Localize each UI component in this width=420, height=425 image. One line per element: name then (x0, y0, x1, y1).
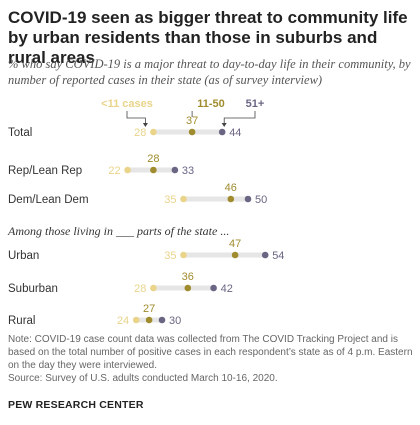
legend-label-high: 51+ (246, 98, 265, 110)
dot-low (150, 128, 157, 136)
value-label-low: 28 (134, 127, 146, 139)
value-label-high: 50 (255, 194, 267, 206)
dot-mid (231, 251, 239, 259)
dot-high (218, 128, 226, 136)
legend-connector-high (223, 111, 256, 125)
row-label: Suburban (8, 283, 58, 295)
value-label-high: 42 (221, 283, 233, 295)
row-label: Rural (8, 315, 35, 327)
chart-subtitle: % who say COVID-19 is a major threat to … (8, 57, 411, 87)
org-name: PEW RESEARCH CENTER (8, 399, 144, 411)
row-label: Dem/Lean Dem (8, 194, 89, 206)
value-label-high: 30 (169, 315, 181, 327)
value-label-high: 33 (182, 165, 194, 177)
chart-note: Note: COVID-19 case count data was colle… (8, 333, 416, 385)
dot-high (244, 195, 252, 203)
value-label-mid: 46 (225, 182, 237, 194)
dot-high (210, 284, 217, 292)
value-label-low: 24 (117, 315, 129, 327)
dot-high (261, 251, 269, 259)
value-label-mid: 28 (147, 153, 159, 165)
dot-mid (184, 284, 192, 292)
source-text: Source: Survey of U.S. adults conducted … (8, 373, 278, 384)
legend-arrow-high (221, 123, 227, 127)
row-label: Urban (8, 250, 39, 262)
dot-mid (150, 166, 157, 174)
chart-row: Urban 35 47 54 (8, 238, 284, 262)
dot-high (158, 316, 166, 324)
legend: <11 cases 11-50 51+ (101, 98, 264, 127)
dot-mid (145, 316, 153, 324)
dot-low (132, 316, 140, 324)
chart-row: Rural 24 27 30 (8, 303, 181, 327)
legend-label-mid: 11-50 (197, 98, 225, 110)
value-label-low: 28 (134, 283, 146, 295)
legend-arrow-low (142, 123, 148, 127)
note-text: Note: COVID-19 case count data was colle… (8, 334, 413, 371)
section-label: Among those living in ___ parts of the s… (7, 224, 229, 238)
value-label-high: 54 (272, 250, 284, 262)
value-label-mid: 47 (229, 238, 241, 250)
chart-row: Total 28 37 44 (8, 115, 241, 139)
chart-rows: Total 28 37 44 Rep/Lean Rep 22 28 33 Dem/Lean De… (8, 115, 284, 327)
dot-high (171, 166, 179, 174)
dot-mid (188, 128, 196, 136)
value-label-high: 44 (229, 127, 241, 139)
value-label-low: 22 (108, 165, 120, 177)
row-label: Rep/Lean Rep (8, 165, 82, 177)
legend-label-low: <11 cases (101, 98, 153, 110)
value-label-mid: 37 (186, 115, 198, 127)
chart-row: Dem/Lean Dem 35 46 50 (8, 182, 267, 206)
chart-row: Suburban 28 36 42 (8, 271, 233, 295)
dot-low (124, 166, 131, 174)
value-label-low: 35 (164, 194, 176, 206)
dot-low (180, 195, 187, 203)
row-label: Total (8, 127, 32, 139)
value-label-mid: 27 (143, 303, 155, 315)
legend-connector-low (126, 111, 146, 125)
chart-title: COVID-19 seen as bigger threat to commun… (8, 8, 408, 67)
dot-mid (227, 195, 235, 203)
value-label-low: 35 (164, 250, 176, 262)
dot-low (150, 284, 157, 292)
dot-plot-chart: <11 cases 11-50 51+ Total 28 37 44 Rep/Lean Re… (7, 98, 284, 327)
chart-row: Rep/Lean Rep 22 28 33 (8, 153, 194, 177)
value-label-mid: 36 (182, 271, 194, 283)
dot-low (180, 251, 187, 259)
